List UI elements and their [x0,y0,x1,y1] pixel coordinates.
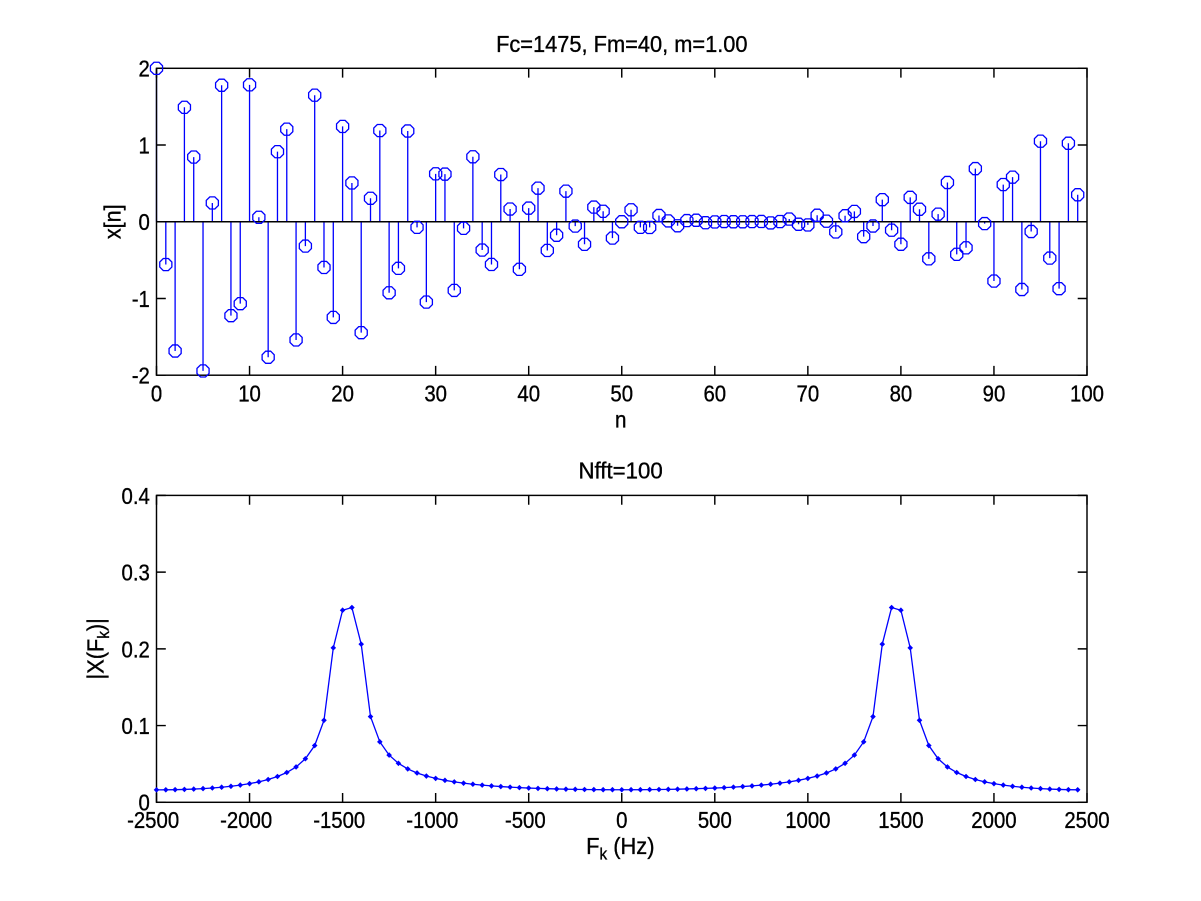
svg-text:|X(Fk)|: |X(Fk)| [83,618,113,679]
svg-text:50: 50 [610,380,633,407]
svg-text:500: 500 [698,807,732,834]
svg-text:0.4: 0.4 [122,482,150,509]
svg-text:10: 10 [238,380,261,407]
svg-text:-1000: -1000 [406,807,458,834]
svg-text:Fc=1475, Fm=40, m=1.00: Fc=1475, Fm=40, m=1.00 [496,31,747,57]
svg-text:2500: 2500 [1064,807,1109,834]
svg-text:80: 80 [890,380,913,407]
svg-text:100: 100 [1070,380,1104,407]
svg-text:0.3: 0.3 [122,559,150,586]
svg-text:1500: 1500 [878,807,923,834]
svg-text:0: 0 [616,807,627,834]
svg-text:30: 30 [424,380,447,407]
svg-text:-2000: -2000 [220,807,272,834]
svg-text:20: 20 [331,380,354,407]
svg-text:-2500: -2500 [127,807,179,834]
svg-text:x[n]: x[n] [99,204,125,239]
svg-text:n: n [615,406,626,433]
svg-text:60: 60 [703,380,726,407]
svg-text:-500: -500 [505,807,546,834]
svg-text:-1500: -1500 [313,807,365,834]
svg-text:1: 1 [138,132,149,159]
svg-text:Nfft=100: Nfft=100 [578,457,662,484]
svg-text:0: 0 [138,209,149,236]
svg-text:0.1: 0.1 [122,713,150,740]
svg-text:40: 40 [517,380,540,407]
svg-text:0: 0 [138,789,149,816]
svg-text:0.2: 0.2 [122,636,150,663]
svg-text:2000: 2000 [971,807,1016,834]
svg-text:-2: -2 [132,362,150,389]
svg-text:0: 0 [151,380,162,407]
svg-text:2: 2 [138,55,149,82]
svg-text:70: 70 [797,380,820,407]
svg-text:1000: 1000 [785,807,830,834]
svg-text:Fk (Hz): Fk (Hz) [586,833,654,864]
svg-text:90: 90 [983,380,1006,407]
svg-text:-1: -1 [132,286,150,313]
